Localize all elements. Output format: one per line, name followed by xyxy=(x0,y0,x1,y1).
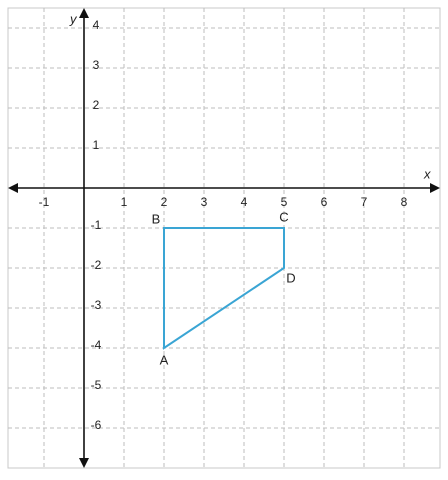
x-tick-label: 8 xyxy=(401,195,408,209)
y-tick-label: -2 xyxy=(91,258,102,272)
arrow xyxy=(79,8,89,18)
polygon xyxy=(163,227,285,350)
y-tick-label: 3 xyxy=(93,58,100,72)
x-tick-label: 3 xyxy=(201,195,208,209)
y-tick-label: -3 xyxy=(91,298,102,312)
x-tick-label: 6 xyxy=(321,195,328,209)
y-axis-label: y xyxy=(69,11,78,26)
point-label: B xyxy=(152,211,161,226)
arrow xyxy=(79,458,89,468)
point-label: A xyxy=(160,352,169,367)
y-tick-label: 4 xyxy=(93,18,100,32)
y-tick-label: 2 xyxy=(93,98,100,112)
y-tick-label: 1 xyxy=(93,138,100,152)
arrow xyxy=(8,183,18,193)
y-tick-label: -5 xyxy=(91,378,102,392)
plot-area xyxy=(7,7,441,469)
x-tick-label: 7 xyxy=(361,195,368,209)
point-label: C xyxy=(279,209,288,224)
x-tick-label: 5 xyxy=(281,195,288,209)
arrow xyxy=(430,183,440,193)
x-axis-label: x xyxy=(423,166,431,181)
y-tick-label: -4 xyxy=(91,338,102,352)
x-tick-label: 2 xyxy=(161,195,168,209)
x-tick-label: -1 xyxy=(39,195,50,209)
x-tick-label: 4 xyxy=(241,195,248,209)
x-tick-label: 1 xyxy=(121,195,128,209)
point-label: D xyxy=(286,270,295,285)
y-tick-label: -1 xyxy=(91,218,102,232)
y-tick-label: -6 xyxy=(91,418,102,432)
